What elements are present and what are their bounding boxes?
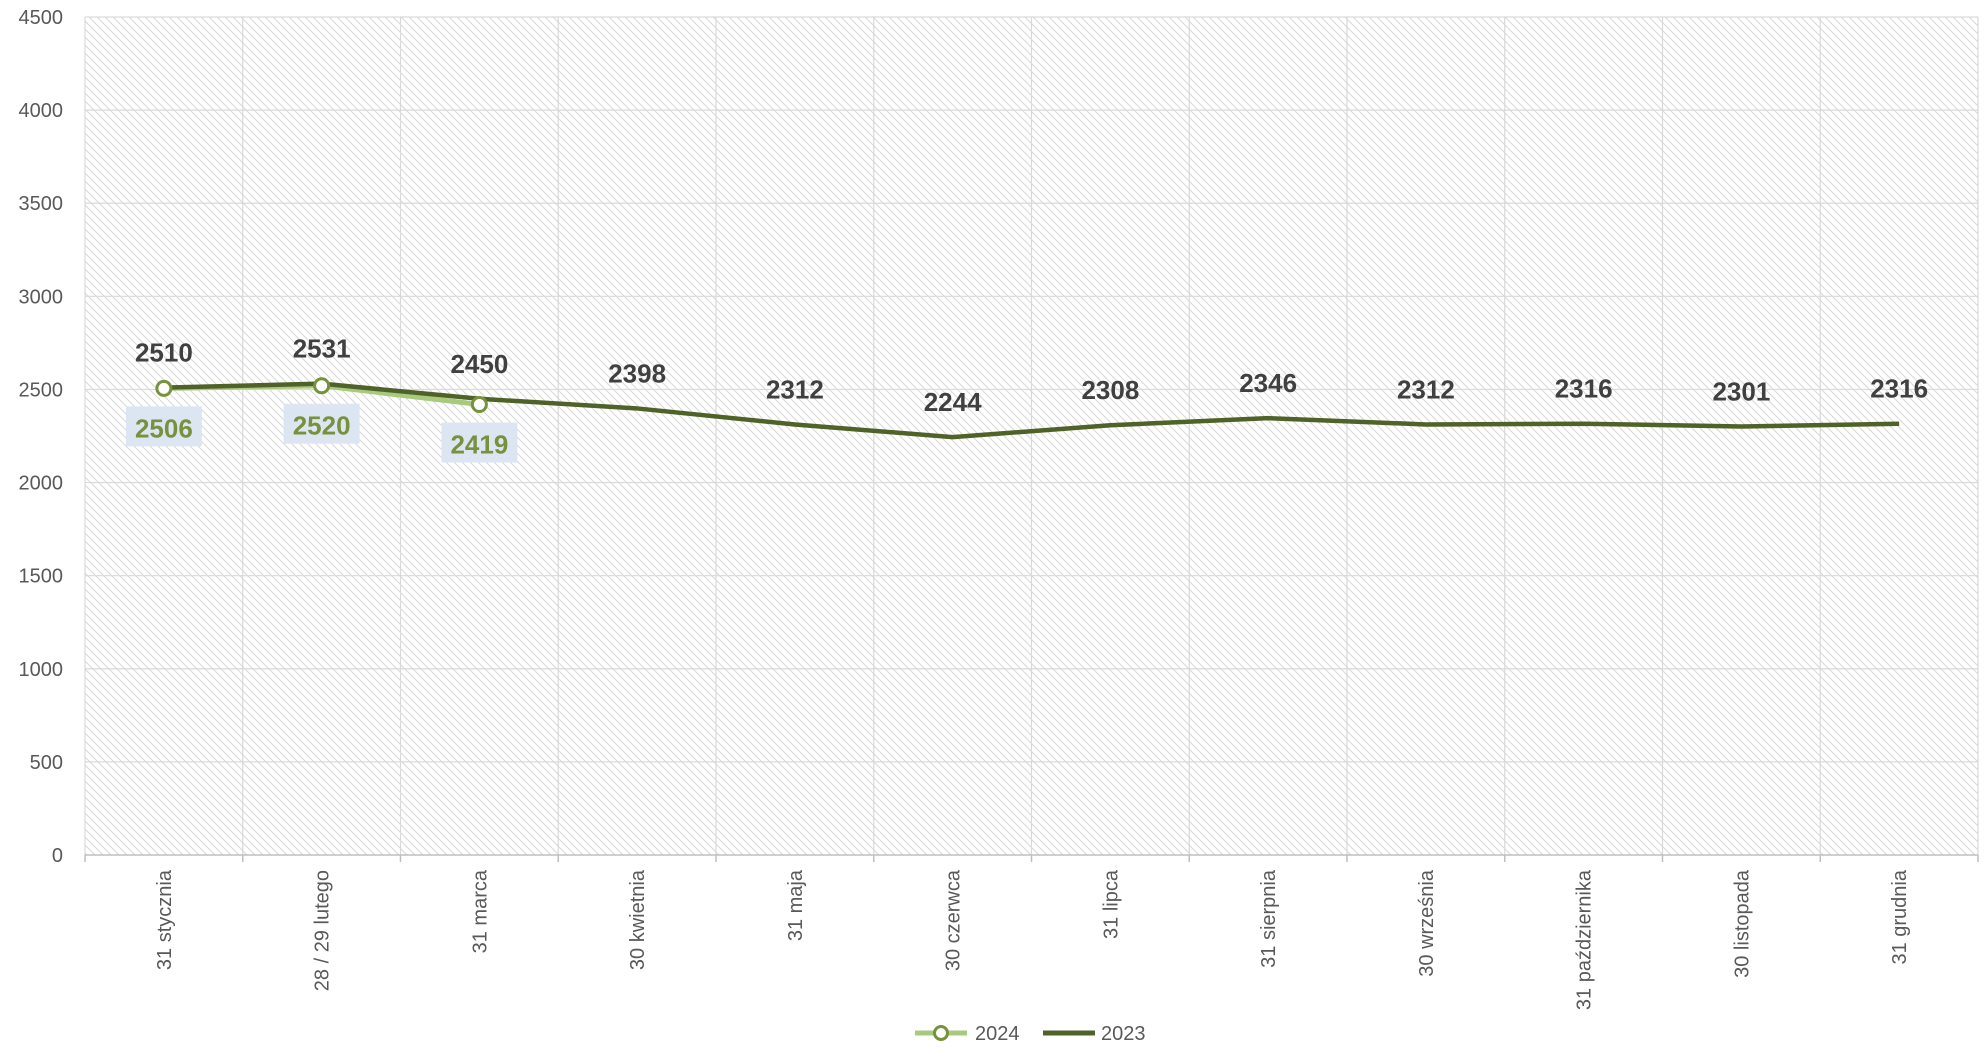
series-2024-label-box [125, 406, 202, 447]
legend-2024-label: 2024 [975, 1023, 1020, 1045]
x-tick-label: 30 kwietnia [627, 869, 649, 970]
x-tick-label: 30 listopada [1731, 869, 1753, 978]
x-tick-label: 31 stycznia [154, 869, 176, 970]
y-tick-label: 4000 [19, 100, 64, 122]
x-tick-label: 30 września [1416, 869, 1438, 977]
series-2023-data-label: 2510 [135, 338, 193, 368]
x-tick-label: 31 sierpnia [1258, 869, 1280, 968]
series-2023-data-label: 2312 [1397, 374, 1455, 404]
y-tick-label: 0 [52, 845, 63, 867]
series [155, 377, 1900, 440]
series-2023-data-label: 2316 [1555, 374, 1613, 404]
legend: 2024 2023 [915, 1023, 1146, 1045]
x-tick-label: 28 / 29 lutego [312, 870, 334, 991]
y-tick-label: 1000 [19, 659, 64, 681]
series-2023-data-label: 2398 [608, 358, 666, 388]
series-2023-data-label: 2312 [766, 374, 824, 404]
series-2023-line [163, 381, 1900, 440]
x-tick-label: 30 czerwca [943, 869, 965, 971]
series-2023-data-label: 2450 [450, 349, 508, 379]
x-tick-label: 31 października [1574, 869, 1596, 1010]
series-2024-point [313, 377, 331, 395]
series-2023-data-label: 2301 [1712, 377, 1770, 407]
series-2024-point [155, 379, 173, 397]
series-2023-data-label: 2531 [293, 334, 351, 364]
data-labels: 2510 2531 2450 2398 2312 2244 2308 2346 2312 2316… [125, 334, 1928, 463]
x-tick-label: 31 marca [469, 869, 491, 953]
y-tick-label: 2000 [19, 473, 64, 495]
legend-2024-marker [933, 1025, 949, 1041]
y-tick-label: 2500 [19, 379, 64, 401]
x-tick-label: 31 maja [785, 869, 807, 941]
x-tick-label: 31 grudnia [1889, 869, 1911, 964]
y-tick-label: 500 [30, 752, 63, 774]
gridlines [84, 16, 1979, 855]
series-2023-data-label: 2316 [1870, 374, 1928, 404]
series-2024-label-box [283, 403, 360, 444]
series-2023-data-label: 2308 [1081, 375, 1139, 405]
axes: 0 500 1000 1500 2000 2500 3000 3500 4000 4500 31 s… [19, 7, 1979, 1010]
series-2024-point [470, 396, 488, 414]
y-tick-label: 3500 [19, 193, 64, 215]
x-tick-label: 31 lipca [1100, 869, 1122, 939]
series-2023-data-label: 2244 [924, 387, 982, 417]
y-tick-label: 3000 [19, 286, 64, 308]
series-2024-data-label: 2419 [450, 430, 508, 460]
y-tick-label: 4500 [19, 7, 64, 29]
series-2024-data-label: 2520 [293, 411, 351, 441]
series-2024-data-label: 2506 [135, 413, 193, 443]
series-2024-label-box [441, 422, 518, 463]
y-tick-label: 1500 [19, 566, 64, 588]
series-2023-data-label: 2346 [1239, 368, 1297, 398]
legend-2023-label: 2023 [1101, 1023, 1146, 1045]
